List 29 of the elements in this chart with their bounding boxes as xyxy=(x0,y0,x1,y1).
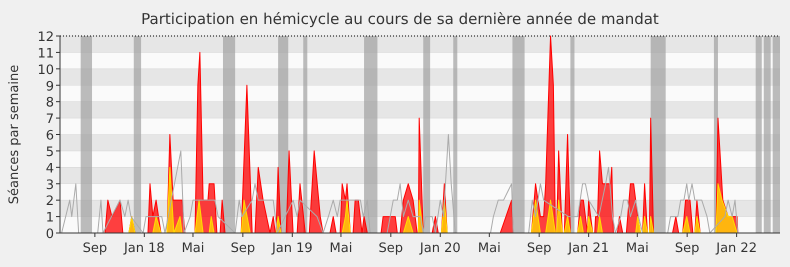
x-tick-label: Jan 21 xyxy=(567,241,610,256)
y-tick-label: 5 xyxy=(46,144,54,160)
chart-title: Participation en hémicycle au cours de sa dernière année de mandat xyxy=(141,10,659,28)
y-tick-label: 6 xyxy=(46,128,54,144)
x-tick-label: Sep xyxy=(230,241,256,256)
x-tick-label: Mai xyxy=(478,241,501,256)
x-tick-label: Sep xyxy=(82,241,108,256)
x-tick-label: Sep xyxy=(378,241,404,256)
y-axis-title: Séances par semaine xyxy=(7,64,22,204)
x-tick-label: Jan 20 xyxy=(418,241,461,256)
x-tick-label: Sep xyxy=(526,241,552,256)
x-tick-label: Mai xyxy=(182,241,204,256)
y-tick-label: 0 xyxy=(46,227,54,242)
y-tick-label: 11 xyxy=(37,46,54,62)
x-tick-label: Jan 19 xyxy=(270,241,313,256)
y-tick-label: 3 xyxy=(46,178,54,193)
x-tick-label: Mai xyxy=(626,241,649,256)
y-tick-label: 12 xyxy=(37,30,54,45)
y-tick-label: 8 xyxy=(46,96,54,111)
y-tick-label: 9 xyxy=(46,79,54,94)
y-tick-label: 10 xyxy=(37,62,54,78)
y-tick-label: 1 xyxy=(46,210,54,226)
y-tick-label: 7 xyxy=(46,112,54,128)
x-tick-label: Sep xyxy=(674,241,700,256)
x-tick-label: Mai xyxy=(330,241,352,256)
y-tick-label: 4 xyxy=(46,161,54,176)
x-tick-label: Jan 18 xyxy=(122,241,165,256)
x-tick-label: Jan 22 xyxy=(715,241,757,256)
y-tick-label: 2 xyxy=(46,194,54,210)
